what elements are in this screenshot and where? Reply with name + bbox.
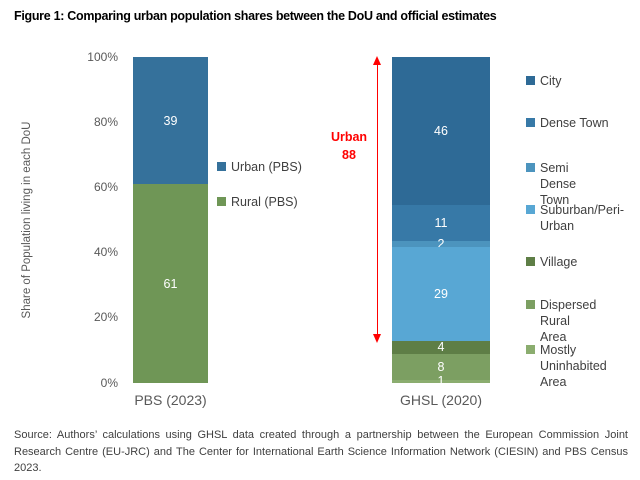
x-axis-label-ghsl: GHSL (2020) (400, 392, 482, 408)
figure-title: Figure 1: Comparing urban population sha… (14, 9, 497, 23)
y-tick-label-20: 20% (93, 310, 118, 325)
urban-span-arrow-icon (373, 56, 382, 343)
arrow-shaft (376, 63, 379, 336)
legend-item-city: City (526, 73, 562, 89)
segment-value-label: 61 (163, 276, 178, 291)
legend-item-semi-dense-town: Semi Dense Town (526, 160, 576, 208)
arrow-up-icon (373, 56, 381, 65)
legend-item-mostly-uninhabited-area: Mostly Uninhabited Area (526, 342, 607, 390)
bar-segment-rural-pbs: 61 (133, 184, 208, 383)
bar-segment-suburban-peri-urban: 29 (392, 247, 490, 342)
segment-value-label: 11 (434, 216, 448, 231)
legend-label: Suburban/Peri- Urban (540, 203, 625, 233)
source-note: Source: Authors’ calculations using GHSL… (14, 429, 628, 474)
segment-value-label: 46 (434, 124, 448, 139)
legend-swatch-icon (526, 300, 535, 309)
legend-swatch-icon (526, 257, 535, 266)
bar-ghsl-2020: 46 11 2 29 4 8 1 (392, 57, 490, 383)
legend-label: Mostly Uninhabited Area (540, 343, 607, 389)
urban-annotation: Urban 88 (320, 128, 378, 164)
legend-swatch-icon (526, 76, 535, 85)
bar-segment-semi-dense-town: 2 (392, 237, 490, 251)
segment-value-label: 39 (163, 113, 178, 128)
x-axis-label-pbs: PBS (2023) (134, 392, 207, 408)
legend-swatch-icon (217, 162, 226, 171)
legend-swatch-icon (526, 163, 535, 172)
legend-item-village: Village (526, 254, 577, 270)
segment-value-label: 29 (434, 287, 448, 302)
legend-label: Semi Dense Town (540, 161, 577, 207)
legend-label: Dense Town (540, 116, 609, 130)
legend-label: Dispersed Rural Area (540, 298, 597, 344)
bar-pbs-2023: 39 61 (133, 57, 208, 383)
legend-swatch-icon (526, 345, 535, 354)
legend-label: Village (540, 255, 578, 269)
y-tick-label-80: 80% (93, 114, 118, 129)
segment-value-label: 4 (437, 340, 445, 355)
bar-segment-dense-town: 11 (392, 205, 490, 241)
bar-segment-urban-pbs: 39 (133, 57, 208, 185)
y-tick-label-0: 0% (100, 375, 118, 390)
bar-segment-city: 46 (392, 57, 490, 206)
arrow-down-icon (373, 333, 381, 343)
urban-annotation-line2: 88 (342, 148, 356, 162)
legend-item-suburban-peri-urban: Suburban/Peri- Urban (526, 202, 624, 234)
bar-segment-mostly-uninhabited-area: 1 (392, 374, 490, 383)
bar-segment-village: 4 (392, 340, 490, 355)
legend-item-urban-pbs: Urban (PBS) (217, 159, 302, 175)
legend-label: Urban (PBS) (231, 160, 302, 174)
y-tick-label-60: 60% (93, 179, 118, 194)
urban-annotation-line1: Urban (330, 130, 368, 144)
segment-value-label: 1 (437, 374, 445, 383)
bar-segment-dispersed-rural-area: 8 (392, 353, 490, 380)
y-tick-label-100: 100% (87, 49, 118, 64)
legend-swatch-icon (217, 197, 226, 206)
legend-item-dispersed-rural-area: Dispersed Rural Area (526, 297, 596, 345)
legend-label: Rural (PBS) (231, 195, 298, 209)
y-axis-title: Share of Population living in each DoU (21, 121, 33, 319)
legend-item-dense-town: Dense Town (526, 115, 609, 131)
segment-value-label: 2 (437, 237, 445, 252)
legend-item-rural-pbs: Rural (PBS) (217, 194, 298, 210)
segment-value-label: 8 (437, 359, 445, 374)
legend-swatch-icon (526, 205, 535, 214)
y-tick-label-40: 40% (93, 245, 118, 260)
legend-label: City (540, 74, 562, 88)
legend-swatch-icon (526, 118, 535, 127)
